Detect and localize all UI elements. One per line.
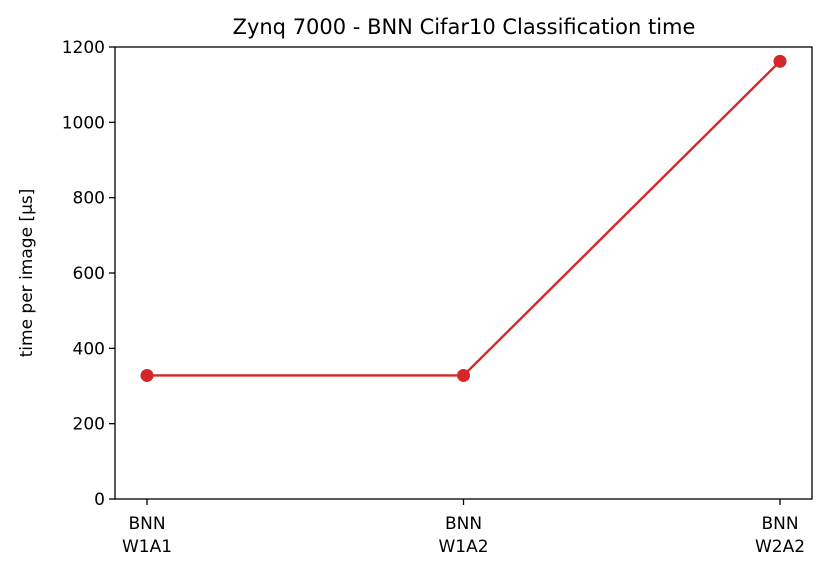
- y-axis: 0 200 400 600 800 1000 1200: [62, 38, 115, 510]
- data-point: [773, 54, 787, 68]
- data-point: [457, 368, 470, 382]
- data-point: [140, 368, 154, 382]
- series-line: [147, 60, 781, 377]
- y-tick-label: 800: [73, 189, 105, 209]
- y-tick-label: 0: [94, 490, 105, 510]
- y-tick-label: 600: [73, 264, 105, 284]
- x-tick-label: BNN W1A2: [438, 514, 488, 557]
- x-axis: BNN W1A1 BNN W1A2 BNN W2A2: [122, 499, 805, 557]
- chart-title: Zynq 7000 - BNN Cifar10 Classification t…: [233, 15, 696, 39]
- y-tick-label: 200: [73, 415, 105, 435]
- y-axis-label: time per image [μs]: [17, 189, 37, 358]
- x-tick-label: BNN W1A1: [122, 514, 172, 557]
- y-tick-label: 1200: [62, 38, 105, 58]
- plot-frame: [114, 46, 813, 500]
- y-tick-label: 1000: [62, 113, 105, 133]
- x-tick-label: BNN W2A2: [755, 514, 805, 557]
- series-group: [140, 54, 787, 382]
- y-tick-label: 400: [73, 339, 105, 359]
